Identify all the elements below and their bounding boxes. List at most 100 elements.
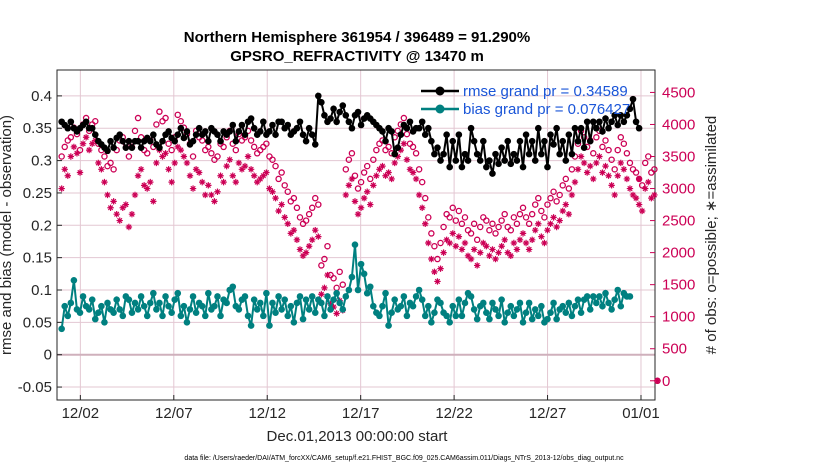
- y-right-tick-label: 500: [662, 341, 687, 358]
- bias-point: [495, 312, 502, 320]
- x-tick-label: 12/02: [62, 405, 100, 422]
- y-right-axis-label: # of obs: o=possible; ∗=assimilated: [703, 116, 720, 355]
- possible-obs-point: [541, 214, 548, 221]
- bias-point: [342, 293, 350, 300]
- rmse-point: [434, 144, 441, 151]
- rmse-point: [293, 124, 301, 132]
- possible-obs-point: [525, 220, 533, 228]
- assimilated-obs-point: [85, 146, 93, 154]
- assimilated-obs-point: [623, 175, 631, 183]
- assimilated-obs-point: [422, 220, 429, 227]
- possible-obs-point: [101, 153, 108, 160]
- assimilated-obs-point: [394, 153, 401, 160]
- possible-obs-point: [107, 159, 114, 167]
- assimilated-obs-point: [498, 243, 505, 250]
- rmse-point: [171, 137, 179, 145]
- rmse-point: [229, 121, 237, 129]
- x-axis-label: Dec.01,2013 00:00:00 start: [267, 428, 449, 445]
- rmse-point: [192, 131, 200, 139]
- bias-point: [388, 309, 395, 316]
- assimilated-obs-point: [449, 230, 456, 237]
- possible-obs-point: [415, 166, 423, 173]
- rmse-point: [501, 157, 508, 164]
- possible-obs-point: [131, 127, 139, 135]
- rmse-point: [232, 137, 240, 145]
- rmse-point: [464, 157, 472, 164]
- bias-point: [467, 293, 475, 300]
- bias-point: [171, 296, 179, 304]
- bias-point: [260, 312, 267, 320]
- rmse-point: [440, 150, 447, 158]
- possible-obs-point: [568, 166, 576, 173]
- possible-obs-point: [620, 140, 628, 147]
- possible-obs-point: [449, 204, 456, 212]
- assimilated-obs-point: [593, 159, 600, 167]
- bias-point: [321, 312, 328, 320]
- assimilated-obs-point: [614, 172, 621, 179]
- possible-obs-point: [492, 230, 499, 237]
- bias-point: [510, 312, 518, 320]
- assimilated-obs-point: [611, 191, 618, 199]
- assimilated-obs-point: [131, 191, 139, 199]
- assimilated-obs-point: [195, 169, 203, 176]
- rmse-point: [64, 124, 72, 132]
- assimilated-obs-point: [290, 226, 298, 234]
- possible-obs-point: [629, 166, 637, 173]
- y-right-tick-label: 1500: [662, 277, 695, 294]
- assimilated-obs-point: [150, 198, 157, 205]
- assimilated-obs-point: [565, 210, 573, 218]
- possible-obs-point: [357, 178, 365, 186]
- possible-obs-point: [467, 230, 475, 237]
- possible-obs-point: [440, 223, 447, 231]
- rmse-point: [195, 124, 203, 132]
- possible-obs-point: [61, 143, 68, 151]
- possible-obs-point: [339, 281, 347, 288]
- bias-point: [284, 312, 292, 320]
- rmse-point: [586, 137, 594, 145]
- assimilated-obs-point: [495, 249, 502, 256]
- y-left-axis-ticks: -0.05 0 0.05 0.1 0.15 0.2 0.25 0.3 0.35 0.4: [18, 88, 62, 396]
- bias-point: [327, 306, 334, 313]
- assimilated-obs-point: [183, 159, 191, 167]
- rmse-point: [315, 92, 322, 100]
- legend-bias-label: bias grand pr = 0.076427: [463, 101, 630, 118]
- bias-point: [339, 306, 347, 313]
- legend: rmse grand pr = 0.34589 bias grand pr = …: [421, 83, 630, 118]
- assimilated-obs-point: [648, 194, 655, 202]
- assimilated-obs-point: [260, 172, 267, 179]
- assimilated-obs-point: [406, 166, 414, 173]
- assimilated-obs-point: [645, 178, 652, 186]
- assimilated-obs-point: [174, 143, 181, 151]
- possible-obs-point: [64, 137, 72, 144]
- rmse-point: [269, 121, 276, 129]
- possible-obs-point: [431, 242, 438, 250]
- possible-obs-point: [345, 156, 353, 163]
- assimilated-obs-point: [415, 191, 423, 199]
- assimilated-obs-point: [437, 265, 444, 272]
- rmse-point: [483, 163, 490, 171]
- bias-point: [351, 241, 359, 249]
- rmse-point: [403, 124, 411, 132]
- bias-point: [363, 289, 371, 297]
- bias-point: [437, 299, 444, 307]
- bias-point: [177, 312, 185, 320]
- bias-point: [333, 289, 340, 297]
- assimilated-obs-point: [535, 220, 542, 227]
- bias-point: [534, 312, 542, 320]
- assimilated-obs-point: [73, 150, 81, 157]
- series-assimilated: [58, 134, 661, 384]
- rmse-point: [156, 144, 163, 151]
- possible-obs-point: [315, 201, 322, 208]
- bias-point: [76, 309, 84, 316]
- rmse-point: [388, 128, 395, 135]
- assimilated-obs-point: [122, 201, 130, 208]
- rmse-point: [547, 131, 554, 139]
- bias-point: [550, 299, 557, 307]
- bias-point: [382, 289, 389, 297]
- rmse-point: [226, 128, 234, 135]
- assimilated-obs-point: [562, 201, 569, 208]
- assimilated-obs-point: [137, 166, 145, 173]
- rmse-point: [137, 144, 145, 151]
- grid-lines: [57, 70, 655, 400]
- possible-obs-point: [189, 153, 197, 160]
